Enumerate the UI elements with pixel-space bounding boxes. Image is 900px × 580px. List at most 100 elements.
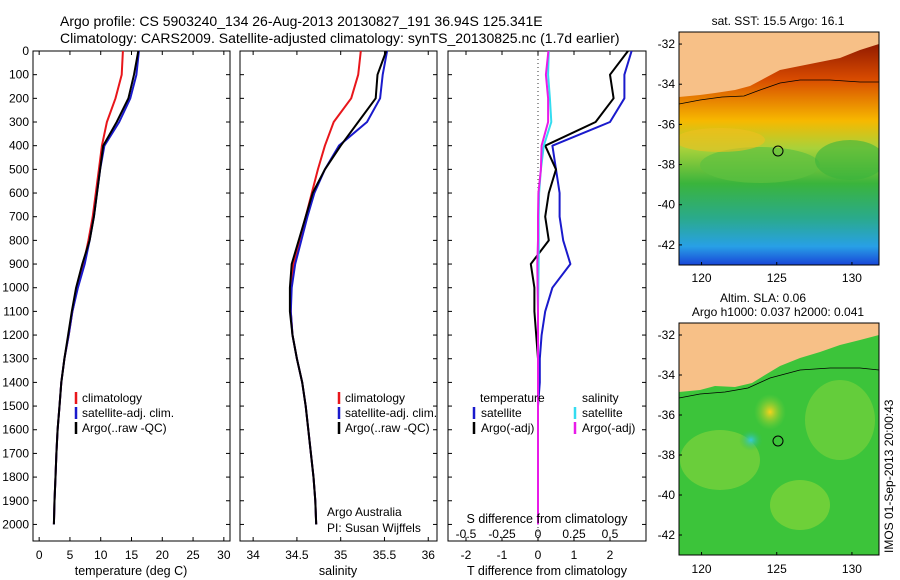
sla-map bbox=[679, 323, 879, 555]
x-top-tick-label: -0.25 bbox=[488, 527, 516, 541]
map-y-tick-label: -34 bbox=[658, 368, 676, 382]
sla-land bbox=[679, 323, 879, 392]
sst-float-marker bbox=[772, 145, 784, 157]
difference-xlabel-bottom: T difference from climatology bbox=[467, 564, 628, 578]
x-top-tick-label: 0.25 bbox=[562, 527, 586, 541]
sst-land bbox=[679, 32, 879, 97]
x-tick-label: 15 bbox=[125, 548, 139, 562]
series-line bbox=[536, 50, 550, 525]
y-tick-label: 600 bbox=[9, 186, 29, 200]
map-x-tick-label: 125 bbox=[767, 271, 787, 285]
series-line bbox=[52, 50, 124, 525]
salinity-note-pi: PI: Susan Wijffels bbox=[327, 521, 421, 535]
y-tick-label: 200 bbox=[9, 91, 29, 105]
y-tick-label: 1200 bbox=[2, 328, 29, 342]
y-tick-label: 500 bbox=[9, 162, 29, 176]
x-top-tick-label: 0.5 bbox=[602, 527, 619, 541]
salinity-xlabel: salinity bbox=[319, 564, 358, 578]
map-y-tick-label: -34 bbox=[658, 77, 676, 91]
y-tick-label: 1900 bbox=[2, 494, 29, 508]
map-y-tick-label: -38 bbox=[658, 448, 676, 462]
y-tick-label: 900 bbox=[9, 257, 29, 271]
difference-xlabel-top: S difference from climatology bbox=[467, 512, 629, 526]
legend-label-satellite: satellite-adj. clim. bbox=[82, 406, 174, 420]
axes-layer: 0100200300400500600700800900100011001200… bbox=[2, 44, 646, 562]
sst-contour bbox=[679, 79, 879, 105]
series-line bbox=[52, 50, 140, 525]
difference-legend: temperature salinity satellite Argo(-adj… bbox=[472, 391, 635, 435]
y-tick-label: 1500 bbox=[2, 399, 29, 413]
map-x-tick-label: 120 bbox=[692, 271, 712, 285]
sla-map-title-1: Altim. SLA: 0.06 bbox=[720, 291, 806, 305]
series-line bbox=[52, 50, 140, 525]
legend-label-t-satellite: satellite bbox=[481, 406, 522, 420]
map-y-tick-label: -36 bbox=[658, 117, 676, 131]
y-tick-label: 100 bbox=[9, 68, 29, 82]
x-tick-label: 10 bbox=[94, 548, 108, 562]
series-layer bbox=[52, 50, 633, 525]
map-x-tick-label: 125 bbox=[767, 562, 787, 576]
series-line bbox=[529, 50, 629, 525]
x-tick-label: 35.5 bbox=[373, 548, 397, 562]
sla-map-title-2: Argo h1000: 0.037 h2000: 0.041 bbox=[692, 305, 864, 319]
y-tick-label: 1400 bbox=[2, 375, 29, 389]
imos-timestamp: IMOS 01-Sep-2013 20:00:43 bbox=[882, 399, 896, 553]
legend-label-climatology: climatology bbox=[82, 391, 142, 405]
map-y-tick-label: -42 bbox=[658, 238, 676, 252]
sla-float-marker bbox=[772, 435, 784, 447]
y-tick-label: 1600 bbox=[2, 423, 29, 437]
salinity-panel-frame bbox=[239, 50, 438, 542]
map-x-tick-label: 120 bbox=[692, 562, 712, 576]
y-tick-label: 1300 bbox=[2, 352, 29, 366]
y-tick-label: 1100 bbox=[3, 304, 29, 318]
legend-label-argo: Argo(..raw -QC) bbox=[82, 421, 167, 435]
map-ticks: 120 125 130 -32 -34 -36 -38 -40 -42 120 125 130 -32 -… bbox=[658, 37, 863, 576]
sla-map-frame bbox=[678, 322, 880, 556]
sst-map-frame bbox=[678, 31, 880, 266]
legend-label-satellite: satellite-adj. clim. bbox=[345, 406, 437, 420]
sst-green-patch bbox=[815, 140, 879, 180]
x-tick-label: 0 bbox=[36, 548, 43, 562]
sla-light-patch bbox=[770, 480, 830, 530]
y-tick-label: 1700 bbox=[2, 446, 29, 460]
x-tick-label: -2 bbox=[461, 548, 472, 562]
temperature-panel-frame bbox=[32, 50, 231, 542]
x-tick-label: 2 bbox=[607, 548, 614, 562]
legend-label-s-satellite: satellite bbox=[582, 406, 623, 420]
sst-map-title: sat. SST: 15.5 Argo: 16.1 bbox=[712, 14, 845, 28]
sla-contour bbox=[679, 367, 879, 399]
x-tick-label: 34.5 bbox=[285, 548, 309, 562]
series-line bbox=[289, 50, 389, 525]
y-tick-label: 1000 bbox=[2, 281, 29, 295]
x-tick-label: 20 bbox=[156, 548, 170, 562]
y-tick-label: 700 bbox=[9, 210, 29, 224]
temperature-legend: climatology satellite-adj. clim. Argo(..… bbox=[74, 391, 174, 435]
x-tick-label: 34 bbox=[246, 548, 260, 562]
x-tick-label: -1 bbox=[497, 548, 508, 562]
legend-label-t-argo: Argo(-adj) bbox=[481, 421, 534, 435]
temperature-xlabel: temperature (deg C) bbox=[75, 564, 188, 578]
x-tick-label: 35 bbox=[334, 548, 348, 562]
sst-warm-patch bbox=[679, 128, 765, 152]
difference-panel-frame bbox=[447, 50, 647, 542]
legend-label-climatology: climatology bbox=[345, 391, 405, 405]
x-tick-label: 0 bbox=[535, 548, 542, 562]
x-tick-label: 36 bbox=[422, 548, 436, 562]
salinity-legend: climatology satellite-adj. clim. Argo(..… bbox=[327, 391, 437, 535]
x-tick-label: 30 bbox=[217, 548, 231, 562]
figure-title-line2: Climatology: CARS2009. Satellite-adjuste… bbox=[60, 30, 620, 46]
series-line bbox=[537, 50, 553, 525]
sst-map bbox=[679, 32, 879, 265]
sla-light-patch bbox=[680, 430, 760, 490]
sst-green-patch bbox=[700, 147, 820, 183]
legend-title-salinity: salinity bbox=[582, 391, 619, 405]
x-top-tick-label: 0 bbox=[535, 527, 542, 541]
x-tick-label: 25 bbox=[186, 548, 200, 562]
salinity-note-institution: Argo Australia bbox=[327, 505, 402, 519]
sla-light-patch bbox=[805, 380, 875, 460]
map-y-tick-label: -38 bbox=[658, 158, 676, 172]
map-y-tick-label: -40 bbox=[658, 198, 676, 212]
y-tick-label: 400 bbox=[9, 139, 29, 153]
map-y-tick-label: -40 bbox=[658, 488, 676, 502]
